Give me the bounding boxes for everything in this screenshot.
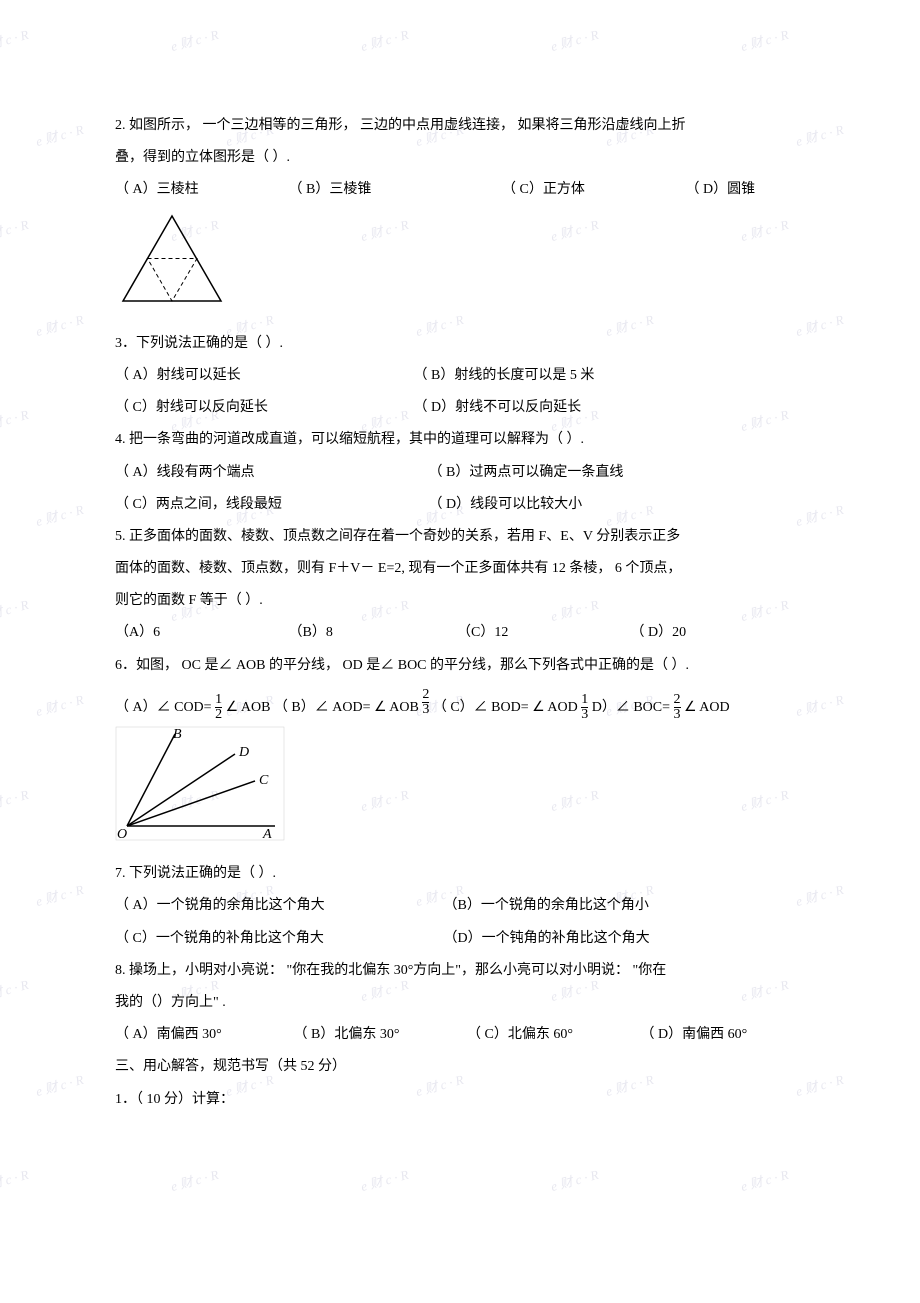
svg-text:A: A bbox=[262, 827, 272, 841]
q7-opt-a: （ A）一个锐角的余角比这个角大 bbox=[115, 890, 440, 922]
q5-opt-c: （C）12 bbox=[457, 617, 627, 649]
q8-opt-c: （ C）北偏东 60° bbox=[467, 1019, 637, 1051]
q2-stem-b: 叠，得到的立体图形是（ ）. bbox=[115, 142, 805, 174]
q2-opt-a: （ A）三棱柱 bbox=[115, 174, 285, 206]
q8-opt-b: （ B）北偏东 30° bbox=[294, 1019, 464, 1051]
q7-stem: 7. 下列说法正确的是（ ）. bbox=[115, 858, 805, 890]
q8-opt-d: （ D）南偏西 60° bbox=[641, 1027, 748, 1042]
q8-stem-b: 我的（）方向上" . bbox=[115, 987, 805, 1019]
q8-stem-a: 8. 操场上，小明对小亮说： "你在我的北偏东 30°方向上"，那么小亮可以对小… bbox=[115, 955, 805, 987]
svg-text:O: O bbox=[117, 827, 127, 841]
q8-opt-a: （ A）南偏西 30° bbox=[115, 1019, 290, 1051]
q6-opt-c: （ C）∠ BOD= ∠ AOD 13 bbox=[433, 700, 592, 715]
q5-stem-c: 则它的面数 F 等于（ ）. bbox=[115, 585, 805, 617]
svg-text:C: C bbox=[259, 773, 269, 788]
s3-item1: 1．（ 10 分）计算： bbox=[115, 1084, 805, 1116]
q7-opt-c: （ C）一个锐角的补角比这个角大 bbox=[115, 923, 440, 955]
q4-opt-d: （ D）线段可以比较大小 bbox=[429, 497, 583, 512]
q2-opt-d: （ D）圆锥 bbox=[686, 182, 756, 197]
q2-opt-b: （ B）三棱锥 bbox=[289, 174, 499, 206]
q3-stem: 3．下列说法正确的是（ ）. bbox=[115, 328, 805, 360]
q3-opt-a: （ A）射线可以延长 bbox=[115, 360, 410, 392]
q2-opt-c: （ C）正方体 bbox=[502, 174, 682, 206]
q7-opt-b: （B）一个锐角的余角比这个角小 bbox=[444, 898, 649, 913]
q6-opt-b: （ B）∠ AOD= ∠ AOB 23 bbox=[274, 700, 433, 715]
q3-opt-d: （ D）射线不可以反向延长 bbox=[414, 400, 582, 415]
q6-opt-a: （ A）∠ COD= 12 ∠ AOB bbox=[115, 700, 274, 715]
q5-opt-a: （A）6 bbox=[115, 617, 285, 649]
q2-figure bbox=[115, 211, 805, 324]
q4-stem: 4. 把一条弯曲的河道改成直道，可以缩短航程，其中的道理可以解释为（ ）. bbox=[115, 424, 805, 456]
q3-opt-b: （ B）射线的长度可以是 5 米 bbox=[414, 368, 595, 383]
q2-stem-a: 2. 如图所示， 一个三边相等的三角形， 三边的中点用虚线连接， 如果将三角形沿… bbox=[115, 110, 805, 142]
svg-text:D: D bbox=[238, 745, 249, 760]
q6-opt-d: D）∠ BOC= 23 ∠ AOD bbox=[592, 700, 730, 715]
q5-stem-b: 面体的面数、棱数、顶点数，则有 F＋V－ E=2, 现有一个正多面体共有 12 … bbox=[115, 553, 805, 585]
svg-text:B: B bbox=[173, 727, 182, 742]
q6-stem: 6．如图， OC 是∠ AOB 的平分线， OD 是∠ BOC 的平分线，那么下… bbox=[115, 650, 805, 682]
q6-figure: O A B D C bbox=[115, 726, 805, 854]
q5-opt-b: （B）8 bbox=[289, 617, 454, 649]
q5-stem-a: 5. 正多面体的面数、棱数、顶点数之间存在着一个奇妙的关系，若用 F、E、V 分… bbox=[115, 521, 805, 553]
q7-opt-d: （D）一个钝角的补角比这个角大 bbox=[444, 931, 650, 946]
q4-opt-c: （ C）两点之间，线段最短 bbox=[115, 489, 425, 521]
q4-opt-b: （ B）过两点可以确定一条直线 bbox=[429, 465, 624, 480]
q5-opt-d: （ D）20 bbox=[631, 625, 687, 640]
q4-opt-a: （ A）线段有两个端点 bbox=[115, 457, 425, 489]
section3-title: 三、用心解答，规范书写（共 52 分） bbox=[115, 1051, 805, 1083]
q3-opt-c: （ C）射线可以反向延长 bbox=[115, 392, 410, 424]
